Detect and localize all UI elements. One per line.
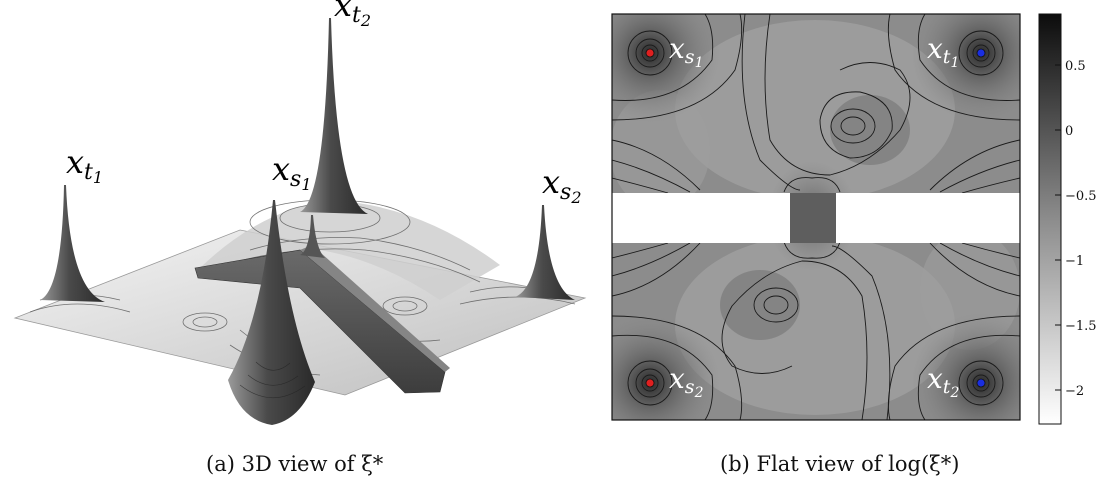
spike-small bbox=[300, 215, 325, 258]
flat-contour-plot: xs1 xt1 xs2 xt2 0.5 0 −0.5 −1 −1.5 −2 bbox=[611, 13, 1097, 425]
colorbar-tick-label: −1 bbox=[1065, 254, 1084, 269]
colorbar-ticks bbox=[1055, 64, 1061, 391]
label-a-s2: xs2 bbox=[542, 163, 582, 207]
marker-target-1 bbox=[976, 48, 986, 58]
marker-source-1 bbox=[645, 48, 655, 58]
surface-3d-plot: xt1 xt2 xs1 xs2 bbox=[13, 0, 587, 425]
panel-3d-view: xt1 xt2 xs1 xs2 bbox=[13, 0, 587, 425]
barrier-left bbox=[612, 193, 790, 243]
label-b-t1: xt1 bbox=[927, 32, 959, 71]
barrier-wall bbox=[194, 249, 446, 394]
label-a-t1: xt1 bbox=[66, 143, 103, 187]
label-b-s1: xs1 bbox=[669, 32, 703, 71]
spike-t2 bbox=[300, 18, 368, 214]
label-a-t2: xt2 bbox=[334, 0, 371, 30]
contour-lines bbox=[612, 14, 1020, 420]
colorbar-tick-label: 0 bbox=[1065, 124, 1073, 139]
colorbar-tick-label: −2 bbox=[1065, 384, 1084, 399]
colorbar-tick-label: 0.5 bbox=[1065, 59, 1086, 74]
spike-s2 bbox=[515, 205, 575, 300]
spike-t1 bbox=[40, 185, 105, 302]
label-b-s2: xs2 bbox=[669, 362, 704, 401]
panel-flat-view: xs1 xt1 xs2 xt2 0.5 0 −0.5 −1 −1.5 −2 bbox=[600, 0, 1100, 486]
colorbar-tick-label: −0.5 bbox=[1065, 189, 1097, 204]
label-a-s1: xs1 bbox=[272, 150, 312, 194]
label-b-t2: xt2 bbox=[927, 362, 959, 401]
center-gap bbox=[790, 193, 836, 243]
marker-target-2 bbox=[976, 378, 986, 388]
colorbar bbox=[1038, 13, 1062, 425]
spike-s1 bbox=[228, 200, 315, 425]
barrier-right bbox=[836, 193, 1020, 243]
colorbar-tick-label: −1.5 bbox=[1065, 319, 1097, 334]
caption-b: (b) Flat view of log(ξ*) bbox=[720, 452, 960, 476]
marker-source-2 bbox=[645, 378, 655, 388]
caption-a: (a) 3D view of ξ* bbox=[206, 452, 384, 476]
